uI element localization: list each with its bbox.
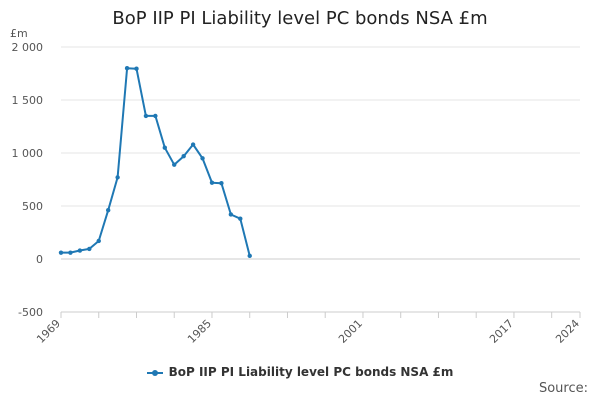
data-point[interactable] [209, 180, 215, 185]
y-axis-tick-labels: -500 0 500 1 000 1 500 2 000 [12, 41, 44, 319]
y-tick-label: 500 [22, 200, 43, 213]
x-tick-label: 2017 [487, 317, 516, 346]
x-tick-label: 2001 [336, 317, 365, 346]
chart-title: BoP IIP PI Liability level PC bonds NSA … [112, 8, 488, 29]
legend[interactable]: BoP IIP PI Liability level PC bonds NSA … [0, 365, 600, 379]
y-tick-label: 2 000 [12, 41, 44, 54]
data-point[interactable] [172, 162, 177, 167]
data-point[interactable] [153, 113, 158, 119]
gridlines [61, 46, 580, 313]
data-point[interactable] [124, 66, 130, 71]
data-point[interactable] [143, 113, 149, 119]
x-tick-label: 1969 [34, 317, 63, 346]
legend-line-marker-icon [146, 368, 163, 378]
data-point[interactable] [190, 142, 196, 147]
y-axis-unit-label: £m [10, 27, 28, 40]
data-point[interactable] [247, 253, 252, 259]
data-point[interactable] [162, 145, 167, 150]
legend-label: BoP IIP PI Liability level PC bonds NSA … [168, 365, 454, 379]
x-tick-label: 2024 [553, 317, 582, 346]
y-tick-label: 1 000 [12, 147, 44, 160]
data-point[interactable] [200, 156, 205, 161]
data-series [58, 66, 252, 259]
source-label: Source: [538, 381, 588, 396]
y-tick-label: -500 [18, 306, 43, 319]
data-point[interactable] [219, 181, 224, 186]
series-line [61, 67, 251, 257]
data-point[interactable] [238, 216, 243, 221]
data-point[interactable] [105, 208, 111, 213]
data-point[interactable] [58, 250, 64, 255]
data-point[interactable] [228, 212, 234, 217]
y-tick-label: 1 500 [12, 94, 44, 107]
data-point[interactable] [115, 175, 120, 180]
data-point[interactable] [181, 153, 186, 159]
data-point[interactable] [96, 238, 101, 244]
x-tick-label: 1985 [185, 317, 214, 346]
x-axis-tick-labels: 1969 1985 2001 2017 2024 [34, 317, 582, 346]
data-point[interactable] [134, 66, 139, 71]
data-point[interactable] [77, 248, 83, 253]
x-axis-ticks [60, 311, 581, 318]
data-point[interactable] [68, 250, 73, 255]
data-point[interactable] [87, 246, 92, 252]
y-tick-label: 0 [36, 253, 43, 266]
